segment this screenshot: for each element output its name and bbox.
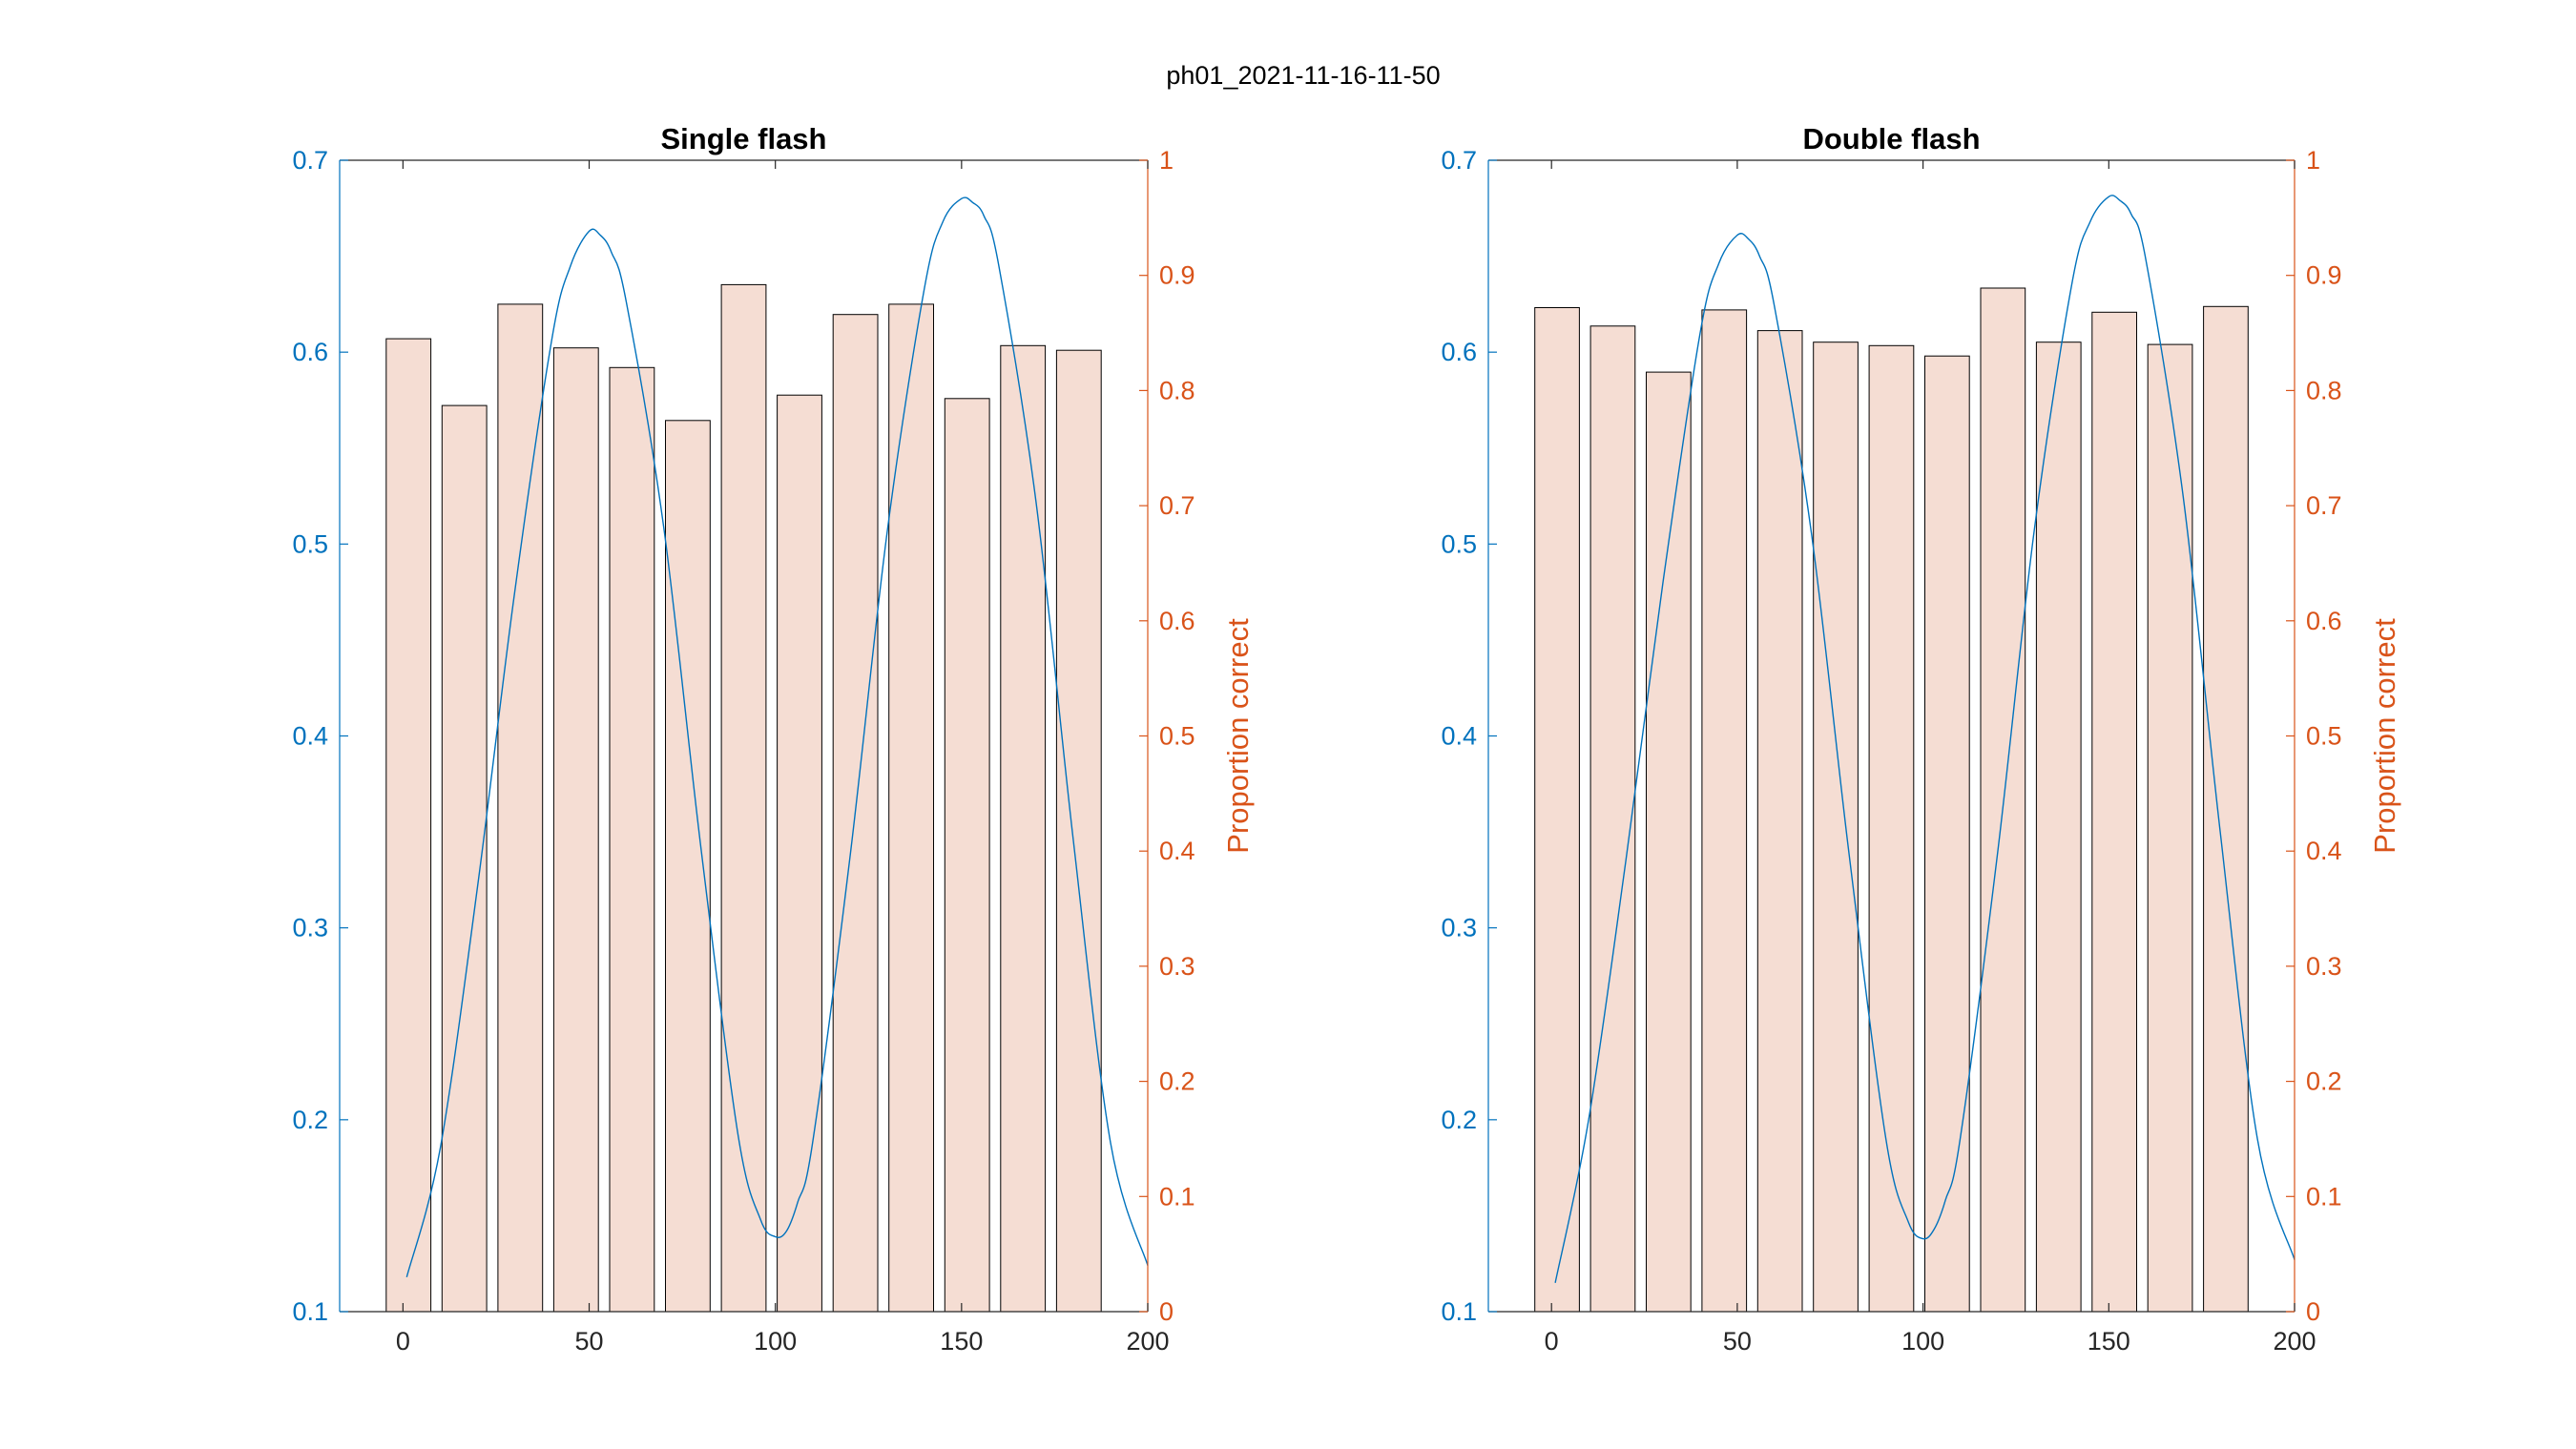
y-left-tick-label: 0.4 <box>292 722 328 751</box>
y-right-tick-label: 0 <box>1159 1297 1174 1326</box>
chart-panel-single-flash: 0 50 100 150 200 0.1 0.2 0.3 0.4 0.5 0.6 0.7 0 0.1 0.2… <box>292 122 1255 1356</box>
bar <box>552 347 599 1313</box>
bar <box>720 283 767 1313</box>
y-right-tick-label: 0.9 <box>2306 261 2342 290</box>
y-right-tick-label: 0.5 <box>1159 722 1195 751</box>
y-right-tick-label: 0.6 <box>1159 607 1195 635</box>
x-tick-label: 150 <box>940 1327 983 1356</box>
y-left-tick-label: 0.5 <box>292 529 328 558</box>
y-right-tick-label: 0.8 <box>1159 376 1195 404</box>
bar <box>1756 330 1803 1313</box>
x-tick-label: 100 <box>754 1327 797 1356</box>
y-left-tick-label: 0.1 <box>1441 1297 1477 1326</box>
bar <box>1868 344 1915 1313</box>
y-right-tick-label: 0.1 <box>1159 1182 1195 1211</box>
y-left-tick-label: 0.3 <box>292 914 328 942</box>
y-right-tick-label: 0.4 <box>2306 837 2342 865</box>
y-left-tick-label: 0.6 <box>1441 338 1477 366</box>
curve-line <box>1554 195 2296 1283</box>
bar <box>609 366 655 1313</box>
x-tick-label: 200 <box>2273 1327 2316 1356</box>
y-right-tick-label: 0.3 <box>1159 952 1195 981</box>
bar <box>1980 287 2026 1313</box>
x-tick-label: 200 <box>1126 1327 1169 1356</box>
chart-title: Single flash <box>661 122 827 155</box>
bar <box>441 404 488 1313</box>
y-right-tick-label: 1 <box>1159 146 1174 175</box>
y-left-tick-label: 0.2 <box>1441 1106 1477 1134</box>
y-left-tick-label: 0.3 <box>1441 914 1477 942</box>
bar <box>497 303 544 1313</box>
x-tick-label: 50 <box>1723 1327 1752 1356</box>
y-right-tick-label: 0.2 <box>2306 1067 2342 1096</box>
bar <box>2035 342 2082 1313</box>
y-right-tick-label: 0.7 <box>2306 491 2342 520</box>
y-left-tick-label: 0.4 <box>1441 722 1477 751</box>
x-tick-label: 50 <box>574 1327 603 1356</box>
curve-line <box>405 197 1149 1277</box>
y-right-tick-label: 0.1 <box>2306 1182 2342 1211</box>
x-tick-label: 100 <box>1901 1327 1944 1356</box>
bar-series <box>385 283 1102 1313</box>
chart-title: Double flash <box>1802 122 1980 155</box>
bar <box>1813 342 1859 1313</box>
y-right-tick-label: 1 <box>2306 146 2320 175</box>
bar <box>1701 309 1748 1313</box>
bar <box>2203 305 2249 1313</box>
y-left-tick-label: 0.1 <box>292 1297 328 1326</box>
y-right-tick-label: 0.6 <box>2306 607 2342 635</box>
bar <box>888 303 935 1313</box>
chart-panel-double-flash: 0 50 100 150 200 0.1 0.2 0.3 0.4 0.5 0.6 0.7 0 0.1 0.2… <box>1441 122 2401 1356</box>
y-right-tick-label: 0.9 <box>1159 261 1195 290</box>
y-right-axis-label: Proportion correct <box>2368 618 2401 854</box>
x-tick-label: 0 <box>396 1327 410 1356</box>
y-right-tick-label: 0.7 <box>1159 491 1195 520</box>
bar <box>944 398 990 1313</box>
bar <box>1055 349 1102 1313</box>
bar <box>777 394 822 1313</box>
bar <box>2091 311 2138 1313</box>
y-right-tick-label: 0.3 <box>2306 952 2342 981</box>
y-right-tick-label: 0.2 <box>1159 1067 1195 1096</box>
y-right-tick-label: 0.5 <box>2306 722 2342 751</box>
y-left-tick-label: 0.2 <box>292 1106 328 1134</box>
y-right-tick-label: 0.4 <box>1159 837 1195 865</box>
bar <box>1646 371 1692 1313</box>
bar-series <box>1534 287 2249 1313</box>
y-left-tick-label: 0.6 <box>292 338 328 366</box>
x-tick-label: 150 <box>2088 1327 2130 1356</box>
y-right-tick-label: 0.8 <box>2306 376 2342 404</box>
bar <box>1589 325 1636 1313</box>
x-tick-label: 0 <box>1545 1327 1559 1356</box>
y-left-tick-label: 0.7 <box>1441 146 1477 175</box>
bar <box>1534 307 1580 1313</box>
y-right-tick-label: 0 <box>2306 1297 2320 1326</box>
bar <box>2147 343 2193 1313</box>
bar <box>385 338 432 1313</box>
bar <box>1924 355 1970 1313</box>
y-right-axis-label: Proportion correct <box>1221 618 1255 854</box>
bar <box>1000 344 1047 1313</box>
y-left-tick-label: 0.5 <box>1441 529 1477 558</box>
figure-suptitle: ph01_2021-11-16-11-50 <box>1166 61 1440 90</box>
y-left-tick-label: 0.7 <box>292 146 328 175</box>
